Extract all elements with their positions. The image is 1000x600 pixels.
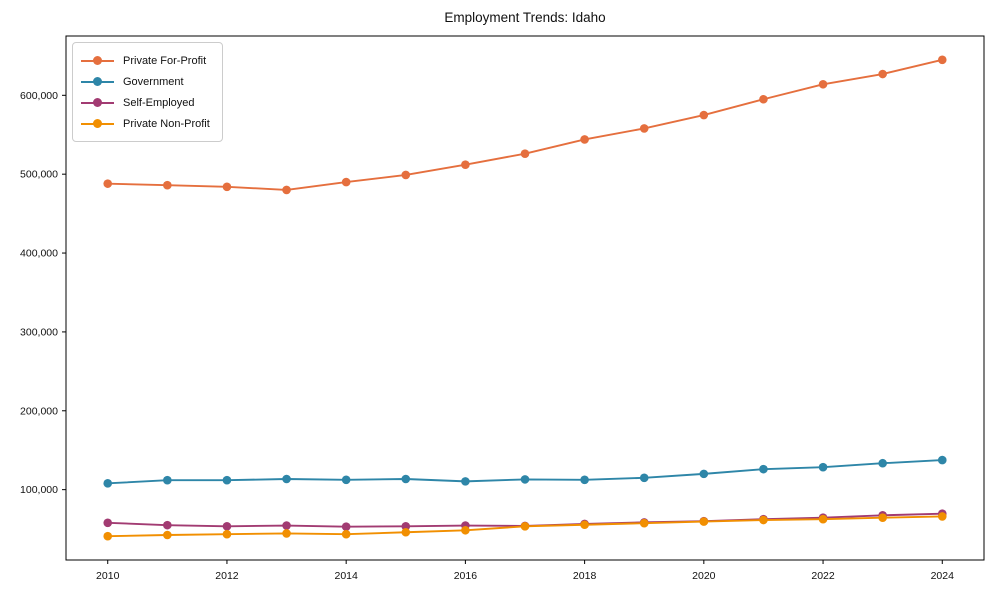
data-point-private-non-profit (341, 529, 351, 539)
series-line-private-for-profit (106, 58, 944, 191)
legend-dot-icon (93, 77, 102, 86)
data-point-self-employed (341, 522, 351, 532)
legend: Private For-Profit Government Self-Employe… (72, 42, 223, 142)
y-tick-label: 100,000 (20, 484, 58, 496)
data-point-government (818, 462, 828, 472)
y-tick-label: 200,000 (20, 405, 58, 417)
data-point-self-employed (163, 520, 172, 530)
legend-dot-icon (93, 56, 102, 65)
data-point-private-non-profit (103, 531, 113, 541)
data-point-private-for-profit (520, 149, 530, 158)
data-point-government (222, 475, 232, 485)
data-point-private-for-profit (699, 110, 709, 120)
y-tick-label: 400,000 (20, 248, 58, 260)
legend-item-self-employed: Self-Employed (81, 92, 210, 113)
data-point-private-for-profit (461, 160, 470, 170)
data-point-private-non-profit (639, 518, 649, 528)
data-point-private-for-profit (341, 177, 351, 187)
y-tick-label: 500,000 (20, 169, 58, 181)
legend-label: Self-Employed (123, 96, 195, 109)
data-point-government (341, 475, 351, 485)
legend-label: Private For-Profit (123, 54, 207, 67)
data-point-private-non-profit (818, 514, 828, 524)
y-tick-label: 600,000 (20, 90, 58, 102)
data-point-private-for-profit (103, 179, 113, 188)
data-point-private-non-profit (222, 529, 232, 539)
data-point-private-non-profit (282, 529, 291, 538)
x-tick-label: 2016 (454, 570, 478, 582)
x-tick-label: 2020 (692, 570, 716, 582)
legend-item-private-non-profit: Private Non-Profit (81, 113, 210, 134)
y-axis: 100,000 200,000 300,000 400,000 500,000 600,0… (20, 90, 66, 496)
legend-marker-private-non-profit (81, 119, 114, 129)
data-point-private-for-profit (878, 69, 887, 79)
series-private-for-profit (103, 55, 947, 195)
data-point-government (103, 479, 113, 488)
data-point-private-non-profit (401, 527, 411, 537)
legend-dot-icon (93, 119, 102, 128)
data-point-self-employed (103, 518, 113, 528)
data-point-private-non-profit (520, 522, 530, 531)
data-point-government (699, 469, 709, 479)
data-point-government (461, 477, 470, 486)
data-point-private-for-profit (401, 170, 411, 180)
series-private-non-profit (103, 512, 947, 541)
plot-area-border (65, 35, 985, 561)
data-point-government (580, 475, 589, 485)
data-point-government (520, 475, 530, 484)
data-point-government (401, 474, 411, 484)
data-point-private-non-profit (580, 520, 589, 530)
data-point-government (639, 473, 649, 483)
data-point-private-for-profit (282, 185, 291, 195)
data-point-private-non-profit (699, 517, 709, 526)
data-point-private-non-profit (759, 515, 768, 525)
x-tick-label: 2018 (573, 570, 597, 582)
x-axis: 2010 2012 2014 2016 2018 2020 2022 2024 (96, 560, 954, 582)
series-government (103, 455, 947, 488)
legend-label: Private Non-Profit (123, 117, 210, 130)
data-point-private-non-profit (461, 525, 470, 535)
data-point-private-non-profit (937, 512, 947, 521)
legend-label: Government (123, 75, 184, 88)
data-point-private-for-profit (163, 180, 172, 190)
x-tick-label: 2014 (334, 570, 358, 582)
data-point-private-for-profit (639, 124, 649, 133)
legend-item-government: Government (81, 71, 210, 92)
legend-item-private-for-profit: Private For-Profit (81, 50, 210, 71)
legend-marker-self-employed (81, 98, 114, 108)
data-point-government (282, 474, 291, 484)
data-point-private-non-profit (878, 513, 887, 522)
data-point-private-for-profit (580, 135, 589, 144)
data-point-private-for-profit (759, 94, 768, 104)
data-point-government (163, 475, 172, 485)
legend-marker-private-for-profit (81, 56, 114, 66)
x-tick-label: 2022 (811, 570, 835, 582)
data-point-self-employed (401, 522, 411, 531)
data-point-private-for-profit (222, 182, 232, 192)
data-point-government (878, 458, 887, 468)
data-point-government (759, 464, 768, 474)
x-tick-label: 2024 (931, 570, 955, 582)
x-tick-label: 2010 (96, 570, 120, 582)
data-point-government (937, 455, 947, 465)
y-tick-label: 300,000 (20, 326, 58, 338)
x-tick-label: 2012 (215, 570, 239, 582)
legend-marker-government (81, 77, 114, 87)
legend-dot-icon (93, 98, 102, 107)
data-point-private-for-profit (937, 55, 947, 65)
data-point-private-for-profit (818, 79, 828, 89)
data-point-private-non-profit (163, 530, 172, 540)
chart-title: Employment Trends: Idaho (444, 10, 606, 25)
data-point-self-employed (282, 521, 291, 530)
data-point-self-employed (222, 522, 232, 531)
